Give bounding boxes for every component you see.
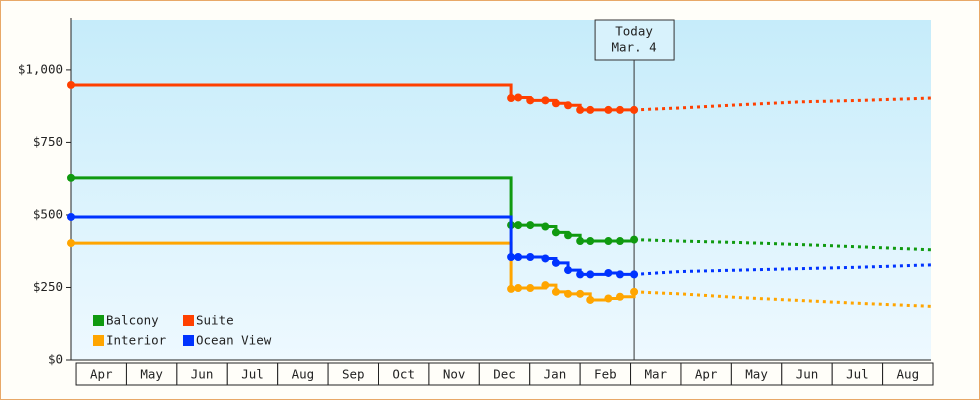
forecast-line — [634, 290, 932, 308]
point — [507, 94, 516, 103]
x-tick-label: Sep — [342, 367, 365, 382]
x-tick-label: Jan — [544, 367, 567, 382]
x-tick-label: Feb — [594, 367, 617, 382]
x-tick-label: Apr — [695, 367, 718, 382]
x-tick-label: Aug — [292, 367, 315, 382]
point — [541, 222, 550, 231]
point — [67, 239, 75, 248]
x-tick-label: Nov — [443, 367, 466, 382]
point — [514, 93, 523, 102]
y-tick-label: $500 — [33, 206, 63, 221]
plot-area — [71, 20, 931, 360]
today-label: Today — [615, 24, 653, 39]
y-tick-label: $250 — [33, 279, 63, 294]
x-tick-label: Mar — [644, 367, 667, 382]
point — [564, 289, 573, 298]
point — [615, 105, 624, 114]
point — [586, 295, 595, 304]
point — [630, 270, 639, 279]
forecast-line — [633, 263, 932, 276]
point — [604, 237, 613, 246]
point — [576, 237, 585, 246]
point — [526, 96, 535, 105]
forecast-line — [634, 238, 932, 252]
point — [564, 101, 573, 110]
x-tick-label: Oct — [392, 367, 415, 382]
point — [604, 294, 613, 303]
forecast-line — [634, 96, 932, 112]
today-date: Mar. 4 — [612, 40, 657, 55]
point — [507, 284, 516, 293]
y-tick-label: $1,000 — [18, 61, 63, 76]
y-tick-label: $0 — [48, 352, 63, 367]
point — [67, 212, 75, 221]
point — [564, 231, 573, 240]
x-tick-label: Dec — [493, 367, 516, 382]
legend-swatch — [183, 315, 194, 326]
point — [615, 237, 624, 246]
point — [526, 253, 535, 262]
today-box — [594, 19, 675, 61]
point — [551, 228, 560, 237]
point — [564, 266, 573, 275]
point — [514, 221, 523, 230]
point — [514, 253, 523, 262]
x-tick-label: Jul — [241, 367, 264, 382]
point — [576, 270, 585, 279]
point — [615, 270, 624, 279]
point — [541, 254, 550, 263]
point — [514, 284, 523, 293]
point — [604, 105, 613, 114]
legend-label: Ocean View — [196, 333, 272, 348]
point — [526, 221, 535, 230]
legend-label: Interior — [106, 333, 167, 348]
point — [604, 268, 613, 277]
point — [541, 281, 550, 290]
point — [551, 258, 560, 267]
legend-swatch — [93, 315, 104, 326]
y-tick-label: $750 — [33, 134, 63, 149]
point — [507, 253, 516, 262]
x-tick-label: Jun — [796, 367, 819, 382]
point — [551, 99, 560, 108]
point — [67, 80, 75, 89]
x-tick-label: Apr — [90, 367, 113, 382]
x-tick-label: Jul — [846, 367, 869, 382]
x-tick-label: Aug — [897, 367, 920, 382]
point — [586, 270, 595, 279]
x-tick-label: May — [745, 367, 768, 382]
point — [526, 284, 535, 293]
legend-swatch — [93, 335, 104, 346]
x-tick-label: May — [140, 367, 163, 382]
point — [576, 105, 585, 114]
point — [551, 287, 560, 296]
point — [630, 105, 639, 114]
point — [576, 289, 585, 298]
point — [615, 292, 624, 301]
point — [586, 237, 595, 246]
point — [541, 96, 550, 105]
legend-label: Balcony — [106, 313, 159, 328]
legend-label: Suite — [196, 313, 234, 328]
x-tick-box — [882, 362, 934, 386]
legend-swatch — [183, 335, 194, 346]
point — [586, 105, 595, 114]
point — [67, 173, 75, 182]
point — [630, 235, 639, 244]
point — [630, 287, 639, 296]
x-tick-label: Jun — [191, 367, 214, 382]
